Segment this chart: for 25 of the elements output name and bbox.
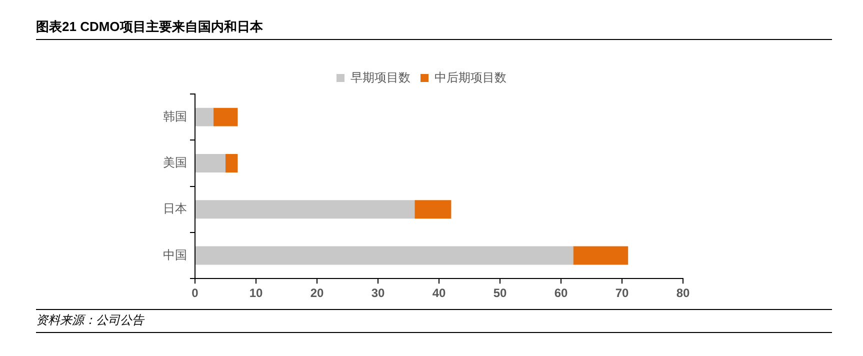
x-tick-label: 20 [310, 286, 324, 300]
x-tick-label: 70 [615, 286, 629, 300]
x-tick-label: 40 [432, 286, 446, 300]
bar [226, 154, 238, 172]
x-tick-label: 30 [371, 286, 385, 300]
legend-label: 早期项目数 [350, 70, 410, 84]
chart-title: 图表21 CDMO项目主要来自国内和日本 [36, 18, 832, 40]
y-tick-label: 中国 [163, 248, 187, 262]
y-tick-label: 韩国 [163, 109, 187, 124]
x-tick-label: 10 [249, 286, 263, 300]
x-tick-label: 50 [493, 286, 507, 300]
bar [196, 200, 415, 219]
y-tick-label: 美国 [163, 156, 187, 170]
text: 资料来源：公司公告 [36, 309, 832, 333]
bar [573, 246, 628, 265]
x-tick-label: 80 [676, 286, 690, 300]
bar [196, 108, 214, 126]
bar [213, 108, 238, 126]
legend-label: 中后期项目数 [434, 70, 506, 84]
bar [414, 200, 452, 219]
bar [196, 246, 574, 265]
x-tick-label: 60 [554, 286, 568, 300]
bar [196, 154, 226, 172]
x-tick-label: 0 [192, 286, 199, 300]
y-tick-label: 日本 [163, 202, 187, 216]
